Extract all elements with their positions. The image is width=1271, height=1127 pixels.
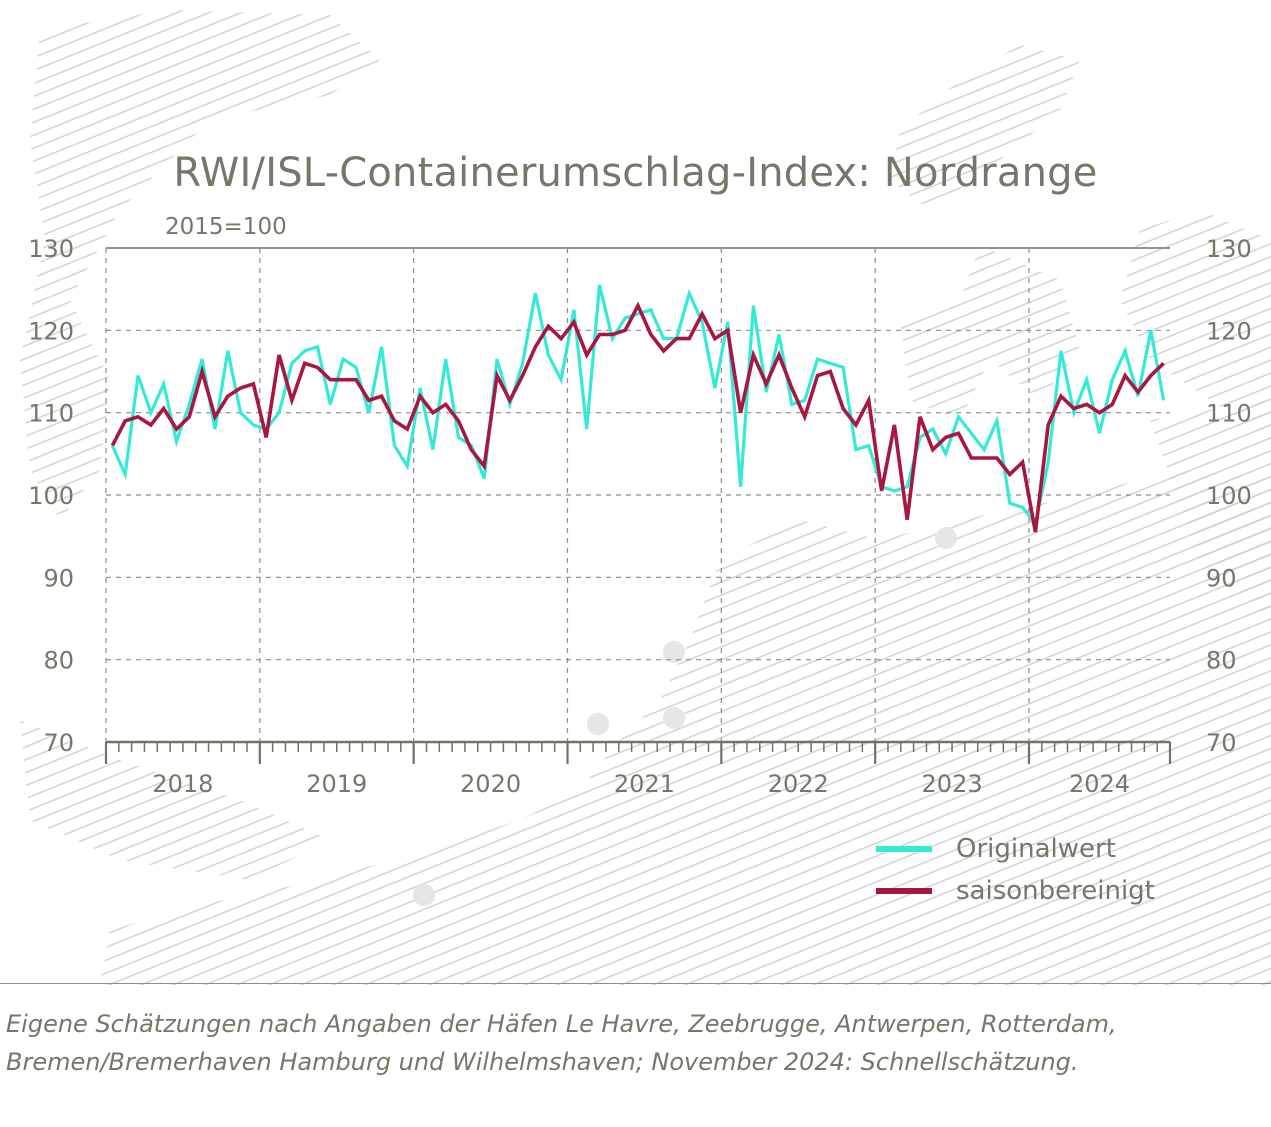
y-tick-right-130: 130 [1206, 235, 1252, 263]
x-tick-label-2019: 2019 [306, 770, 367, 798]
y-tick-right-100: 100 [1206, 482, 1252, 510]
y-tick-right-90: 90 [1206, 564, 1237, 592]
chart-legend: Originalwert saisonbereinigt [876, 828, 1155, 912]
chart-axes [104, 740, 1172, 764]
y-tick-right-70: 70 [1206, 729, 1237, 757]
background-map [20, 10, 1271, 985]
y-tick-left-90: 90 [43, 564, 74, 592]
chart-series-lines [110, 284, 1166, 533]
y-tick-left-70: 70 [43, 729, 74, 757]
y-axis-tick-labels-left: 70 80 90 100 110 120 130 [28, 235, 74, 757]
series-line-seasonal [110, 301, 1165, 533]
y-tick-left-120: 120 [28, 317, 74, 345]
legend-item-original: Originalwert [876, 828, 1155, 870]
footnote-line-2: Bremen/Bremerhaven Hamburg und Wilhelmsh… [6, 1048, 1079, 1076]
legend-label-seasonal: saisonbereinigt [956, 876, 1155, 906]
y-tick-right-80: 80 [1206, 647, 1237, 675]
y-tick-right-120: 120 [1206, 317, 1252, 345]
x-axis-year-labels: 2018 2019 2020 2021 2022 2023 2024 [152, 770, 1130, 798]
y-axis-tick-labels-right: 70 80 90 100 110 120 130 [1206, 235, 1252, 757]
legend-swatch-original [876, 846, 932, 852]
x-tick-label-2023: 2023 [922, 770, 983, 798]
legend-swatch-seasonal [876, 888, 932, 894]
y-tick-left-110: 110 [28, 400, 74, 428]
y-tick-right-110: 110 [1206, 400, 1252, 428]
legend-item-seasonal: saisonbereinigt [876, 870, 1155, 912]
footnote-line-1: Eigene Schätzungen nach Angaben der Häfe… [6, 1010, 1117, 1038]
x-tick-label-2024: 2024 [1069, 770, 1130, 798]
x-tick-label-2021: 2021 [614, 770, 675, 798]
y-tick-left-100: 100 [28, 482, 74, 510]
footnote: Eigene Schätzungen nach Angaben der Häfe… [6, 1005, 1266, 1081]
chart-subtitle: 2015=100 [165, 214, 287, 240]
x-tick-label-2018: 2018 [152, 770, 213, 798]
chart-title: RWI/ISL-Containerumschlag-Index: Nordran… [173, 150, 1098, 196]
y-tick-left-130: 130 [28, 235, 74, 263]
legend-label-original: Originalwert [956, 834, 1116, 864]
y-tick-left-80: 80 [43, 647, 74, 675]
x-tick-label-2022: 2022 [768, 770, 829, 798]
footnote-divider [0, 983, 1271, 984]
x-tick-label-2020: 2020 [460, 770, 521, 798]
